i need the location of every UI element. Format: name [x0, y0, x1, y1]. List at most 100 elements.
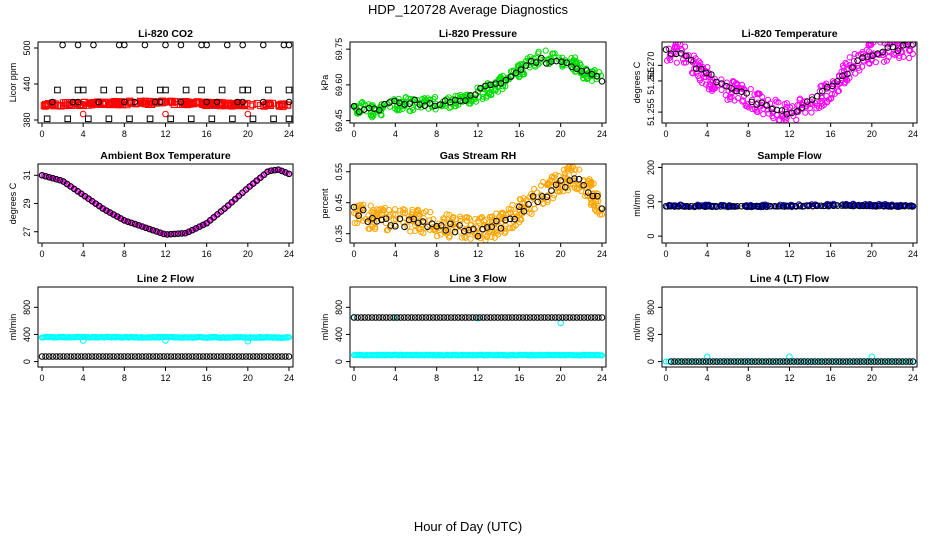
data-point — [539, 200, 547, 207]
data-point — [271, 166, 278, 174]
data-point — [383, 314, 390, 321]
x-tick-label: 24 — [908, 373, 918, 383]
data-point — [592, 206, 599, 213]
data-point — [60, 353, 67, 360]
data-point — [100, 86, 108, 94]
data-point — [557, 319, 564, 327]
data-point — [583, 67, 591, 74]
data-point — [113, 213, 121, 220]
data-point — [796, 202, 804, 210]
data-point — [804, 358, 812, 365]
x-tick-label: 4 — [81, 249, 86, 259]
data-point — [270, 115, 277, 123]
data-point — [750, 202, 758, 210]
data-point — [540, 200, 547, 207]
panel-line2: Line 2 Flow 0 4 8 12 16 20 24 0 400 800 ml/min — [8, 273, 294, 383]
series-hourly — [350, 175, 606, 240]
data-point — [885, 358, 892, 365]
data-point — [79, 110, 87, 118]
data-point — [56, 353, 64, 360]
data-point — [543, 193, 551, 201]
y-tick-label: 800 — [334, 300, 344, 315]
data-point — [906, 42, 910, 43]
panel-title: Gas Stream RH — [440, 150, 516, 162]
data-point — [131, 98, 138, 106]
data-point — [78, 353, 85, 360]
x-tick-label: 24 — [284, 249, 294, 259]
y-axis-label: kPa — [320, 75, 330, 91]
data-point — [149, 226, 157, 234]
data-point — [451, 314, 458, 321]
data-point — [696, 202, 703, 210]
data-point — [688, 358, 696, 365]
data-point — [679, 47, 686, 54]
data-point — [282, 353, 289, 360]
data-point — [534, 198, 542, 206]
data-point — [516, 70, 523, 78]
data-point — [271, 353, 278, 360]
data-point — [387, 222, 395, 229]
data-point — [264, 353, 271, 360]
data-point — [456, 213, 464, 220]
data-point — [588, 178, 595, 186]
data-point — [783, 358, 791, 365]
panel-ambient: Ambient Box Temperature 0 4 8 12 16 20 24 27 29 31… — [8, 150, 294, 259]
data-point — [718, 76, 725, 83]
data-point — [577, 314, 584, 321]
data-point — [285, 115, 293, 123]
data-point — [846, 358, 854, 365]
data-point — [569, 314, 577, 321]
x-tick-label: 12 — [160, 129, 170, 139]
data-point — [790, 358, 798, 365]
data-point — [440, 215, 447, 222]
data-point — [872, 59, 879, 66]
data-point — [42, 353, 49, 360]
x-tick-label: 20 — [556, 373, 566, 383]
data-point — [727, 96, 734, 103]
data-point — [113, 353, 121, 360]
data-point — [378, 101, 385, 108]
data-point — [753, 108, 760, 115]
data-point — [454, 314, 462, 321]
data-point — [443, 211, 450, 218]
data-point — [239, 98, 246, 106]
data-point — [531, 205, 538, 212]
data-point — [538, 193, 546, 200]
data-point — [463, 214, 471, 221]
data-point — [779, 202, 787, 210]
data-point — [501, 314, 509, 321]
data-point — [727, 358, 735, 365]
x-tick-label: 0 — [351, 129, 356, 139]
data-point — [909, 358, 917, 365]
data-point — [441, 228, 448, 235]
data-point — [896, 54, 903, 62]
data-point — [185, 228, 193, 236]
data-point — [860, 358, 868, 365]
data-point — [422, 225, 429, 232]
data-point — [64, 101, 72, 109]
data-point — [171, 353, 178, 360]
data-point — [728, 84, 735, 92]
data-point — [350, 203, 358, 211]
data-point — [731, 97, 738, 104]
data-point — [223, 42, 231, 49]
data-point — [782, 119, 790, 123]
data-point — [536, 56, 544, 63]
data-point — [493, 229, 500, 237]
data-point — [738, 202, 745, 210]
data-point — [397, 314, 405, 321]
data-point — [208, 115, 216, 123]
data-point — [56, 176, 64, 184]
series-hourly — [38, 166, 293, 238]
data-point — [229, 115, 236, 123]
data-point — [480, 86, 488, 93]
data-point — [386, 314, 394, 321]
data-point — [871, 358, 878, 365]
y-tick-label: 27 — [22, 227, 32, 237]
data-point — [899, 358, 906, 365]
data-point — [244, 86, 252, 94]
data-point — [769, 358, 777, 365]
data-point — [573, 314, 581, 321]
x-tick-label: 4 — [81, 129, 86, 139]
data-point — [741, 358, 749, 365]
